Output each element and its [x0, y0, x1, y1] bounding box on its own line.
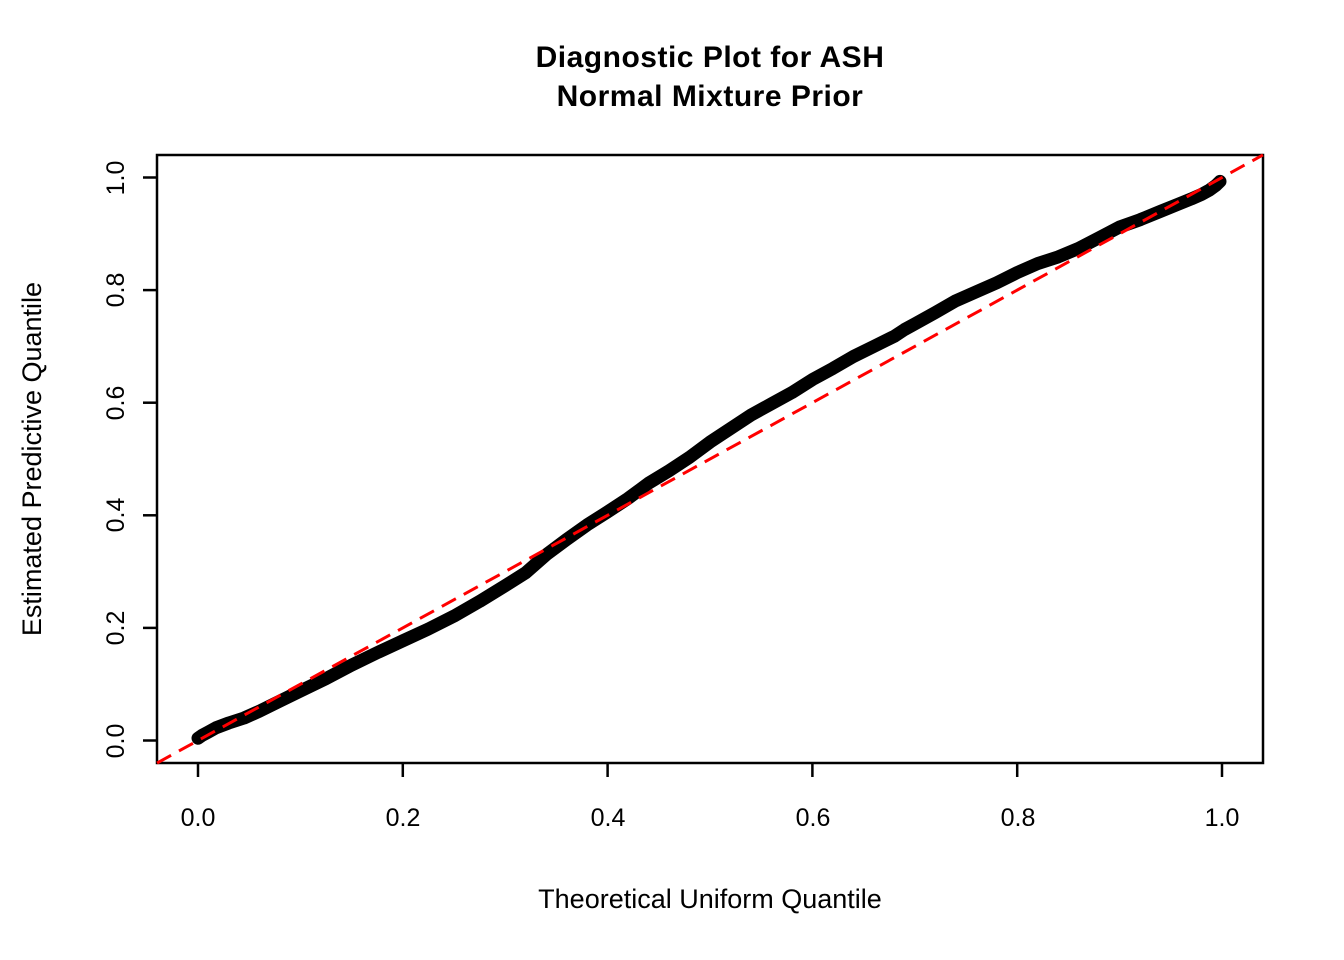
plot-box-border: [155, 153, 1265, 765]
qq-curve: [191, 174, 1227, 745]
y-tick-label-3: 0.6: [102, 385, 130, 421]
y-tick-label-2: 0.4: [102, 497, 130, 533]
y-tick-label-5: 1.0: [102, 160, 130, 196]
x-tick-label-4: 0.8: [1000, 804, 1036, 832]
y-tick-label-0: 0.0: [102, 723, 130, 759]
y-axis-title: Estimated Predictive Quantile: [17, 281, 47, 637]
chart-title: Diagnostic Plot for ASH Normal Mixture P…: [157, 38, 1263, 116]
y-tick-label-1: 0.2: [102, 610, 130, 646]
x-tick-label-5: 1.0: [1204, 804, 1240, 832]
chart-title-line2: Normal Mixture Prior: [556, 80, 864, 113]
x-tick-label-2: 0.4: [590, 804, 626, 832]
reference-diagonal-line: [156, 153, 1264, 765]
y-tick-label-4: 0.8: [102, 272, 130, 308]
x-axis-ticks: [196, 763, 1224, 777]
y-axis-ticks: [143, 176, 157, 742]
x-tick-label-0: 0.0: [180, 804, 216, 832]
x-tick-label-1: 0.2: [385, 804, 421, 832]
chart-title-line1: Diagnostic Plot for ASH: [535, 41, 885, 74]
x-axis-title: Theoretical Uniform Quantile: [538, 884, 882, 914]
x-tick-label-3: 0.6: [795, 804, 831, 832]
